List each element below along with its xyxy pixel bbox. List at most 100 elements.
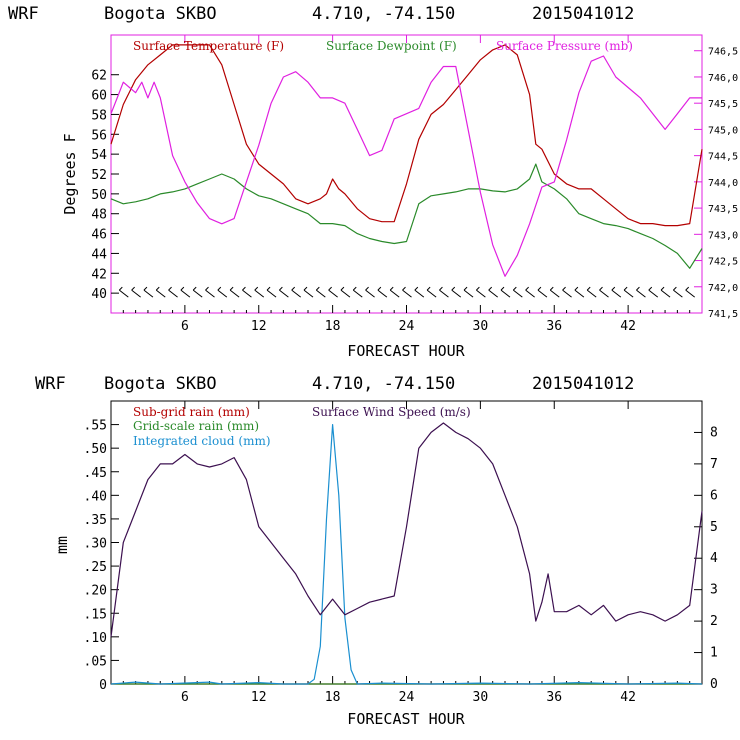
wind-barb bbox=[636, 289, 646, 298]
wind-barb bbox=[389, 289, 400, 298]
wind-barb-flag bbox=[266, 286, 271, 291]
wind-barb-flag bbox=[500, 286, 505, 291]
wind-barb-flag bbox=[623, 286, 628, 291]
legend-subgrid-rain: Sub-grid rain (mm) bbox=[133, 405, 250, 419]
panel-precipitation: WRF Bogota SKBO 4.710, -74.150 201504101… bbox=[35, 374, 718, 728]
y-tick-label: .40 bbox=[84, 489, 107, 504]
y2-tick-label: 4 bbox=[710, 551, 718, 566]
wind-barb bbox=[303, 289, 314, 298]
wind-barb-flag bbox=[254, 286, 259, 291]
wind-barb bbox=[586, 289, 597, 298]
y-tick-label: .55 bbox=[84, 419, 107, 434]
wind-barb bbox=[242, 289, 252, 298]
y2-tick-label: 3 bbox=[710, 583, 718, 598]
wind-barb bbox=[254, 289, 265, 298]
wind-barb bbox=[414, 289, 425, 298]
wind-barb bbox=[365, 289, 375, 298]
y-tick-label: 56 bbox=[91, 128, 107, 143]
wind-barb bbox=[685, 289, 695, 298]
wind-barb bbox=[352, 289, 363, 298]
y2-tick-label: 5 bbox=[710, 520, 718, 535]
wind-barb bbox=[279, 289, 289, 298]
wind-barb bbox=[439, 289, 449, 298]
y2-tick-label: 742,0 bbox=[708, 283, 738, 294]
y-tick-label: 40 bbox=[91, 287, 107, 302]
plot-frame-top bbox=[110, 34, 703, 314]
wind-barb bbox=[611, 289, 622, 298]
x-tick-label: 18 bbox=[325, 690, 341, 705]
header-model-2: WRF bbox=[35, 374, 66, 394]
wind-barb-flag bbox=[205, 286, 209, 291]
wind-barb-flag bbox=[402, 286, 406, 291]
wind-barb bbox=[525, 289, 535, 298]
y-tick-label: 0 bbox=[99, 678, 107, 693]
wind-barb-flag bbox=[414, 286, 419, 291]
y-tick-label: 44 bbox=[91, 247, 107, 262]
wind-barb-flag bbox=[586, 286, 591, 291]
wind-barb-flag bbox=[574, 286, 579, 291]
header-coords-2: 4.710, -74.150 bbox=[312, 374, 455, 394]
y-tick-label: 48 bbox=[91, 208, 107, 223]
y2-tick-label: 745,5 bbox=[708, 99, 738, 110]
wind-barb-flag bbox=[636, 286, 640, 291]
wind-barb-flag bbox=[143, 286, 148, 291]
x-tick-label: 36 bbox=[546, 690, 562, 705]
wind-barb bbox=[476, 289, 486, 298]
x-tick-label: 18 bbox=[325, 319, 341, 334]
y2-tick-label: 743,0 bbox=[708, 230, 738, 241]
wind-barb-flag bbox=[599, 286, 603, 291]
y-tick-label: .10 bbox=[84, 631, 107, 646]
wind-barb bbox=[673, 289, 683, 298]
wind-barb-flag bbox=[168, 286, 172, 291]
wind-barb bbox=[316, 289, 326, 298]
y2-tick-label: 745,0 bbox=[708, 125, 738, 136]
wind-barb bbox=[513, 289, 523, 298]
wind-barb-flag bbox=[660, 286, 665, 291]
wind-barb bbox=[488, 289, 498, 298]
wind-barb bbox=[463, 289, 474, 298]
wind-barb-flag bbox=[439, 286, 443, 291]
x-tick-label: 12 bbox=[251, 319, 267, 334]
wind-barb-flag bbox=[537, 286, 542, 291]
y-tick-label: .25 bbox=[84, 560, 107, 575]
wind-barb-flag bbox=[377, 286, 382, 291]
y-tick-label: .05 bbox=[84, 654, 107, 669]
y-tick-label: .15 bbox=[84, 607, 107, 622]
wind-barb-flag bbox=[488, 286, 493, 291]
wind-barb bbox=[180, 289, 191, 298]
wind-barb bbox=[229, 289, 240, 298]
y2-tick-label: 7 bbox=[710, 457, 718, 472]
wind-barb-flag bbox=[365, 286, 369, 291]
wind-barb-flag bbox=[180, 286, 185, 291]
series-line-integrated-cloud bbox=[110, 424, 703, 685]
y-tick-label: 62 bbox=[91, 69, 107, 84]
wind-barb-flag bbox=[549, 286, 554, 291]
x-tick-label: 12 bbox=[251, 690, 267, 705]
wind-barb bbox=[537, 289, 548, 298]
y-tick-label: 42 bbox=[91, 267, 107, 282]
y2-tick-label: 2 bbox=[710, 614, 718, 629]
wind-barb-flag bbox=[648, 286, 653, 291]
wind-barb bbox=[143, 289, 154, 298]
wind-barb bbox=[500, 289, 511, 298]
wind-barb-flag bbox=[525, 286, 529, 291]
wind-barb bbox=[549, 289, 560, 298]
wind-barb-flag bbox=[463, 286, 468, 291]
legend-dewpoint: Surface Dewpoint (F) bbox=[326, 39, 457, 53]
wind-barb bbox=[648, 289, 659, 298]
wind-barb-flag bbox=[131, 286, 135, 291]
wind-barb-flag bbox=[426, 286, 431, 291]
wind-barb-flag bbox=[291, 286, 296, 291]
header-run: 2015041012 bbox=[532, 4, 634, 24]
wind-barb bbox=[119, 289, 129, 298]
wind-barbs bbox=[118, 286, 695, 298]
wind-barb-flag bbox=[389, 286, 394, 291]
x-axis-label-top: FORECAST HOUR bbox=[347, 342, 465, 360]
series-line-pressure bbox=[110, 55, 702, 277]
y2-tick-label: 6 bbox=[710, 488, 718, 503]
x-tick-label: 30 bbox=[473, 690, 489, 705]
wind-barb bbox=[205, 289, 215, 298]
y2-tick-label: 741,5 bbox=[708, 309, 738, 320]
y2-tick-label: 742,5 bbox=[708, 257, 738, 268]
